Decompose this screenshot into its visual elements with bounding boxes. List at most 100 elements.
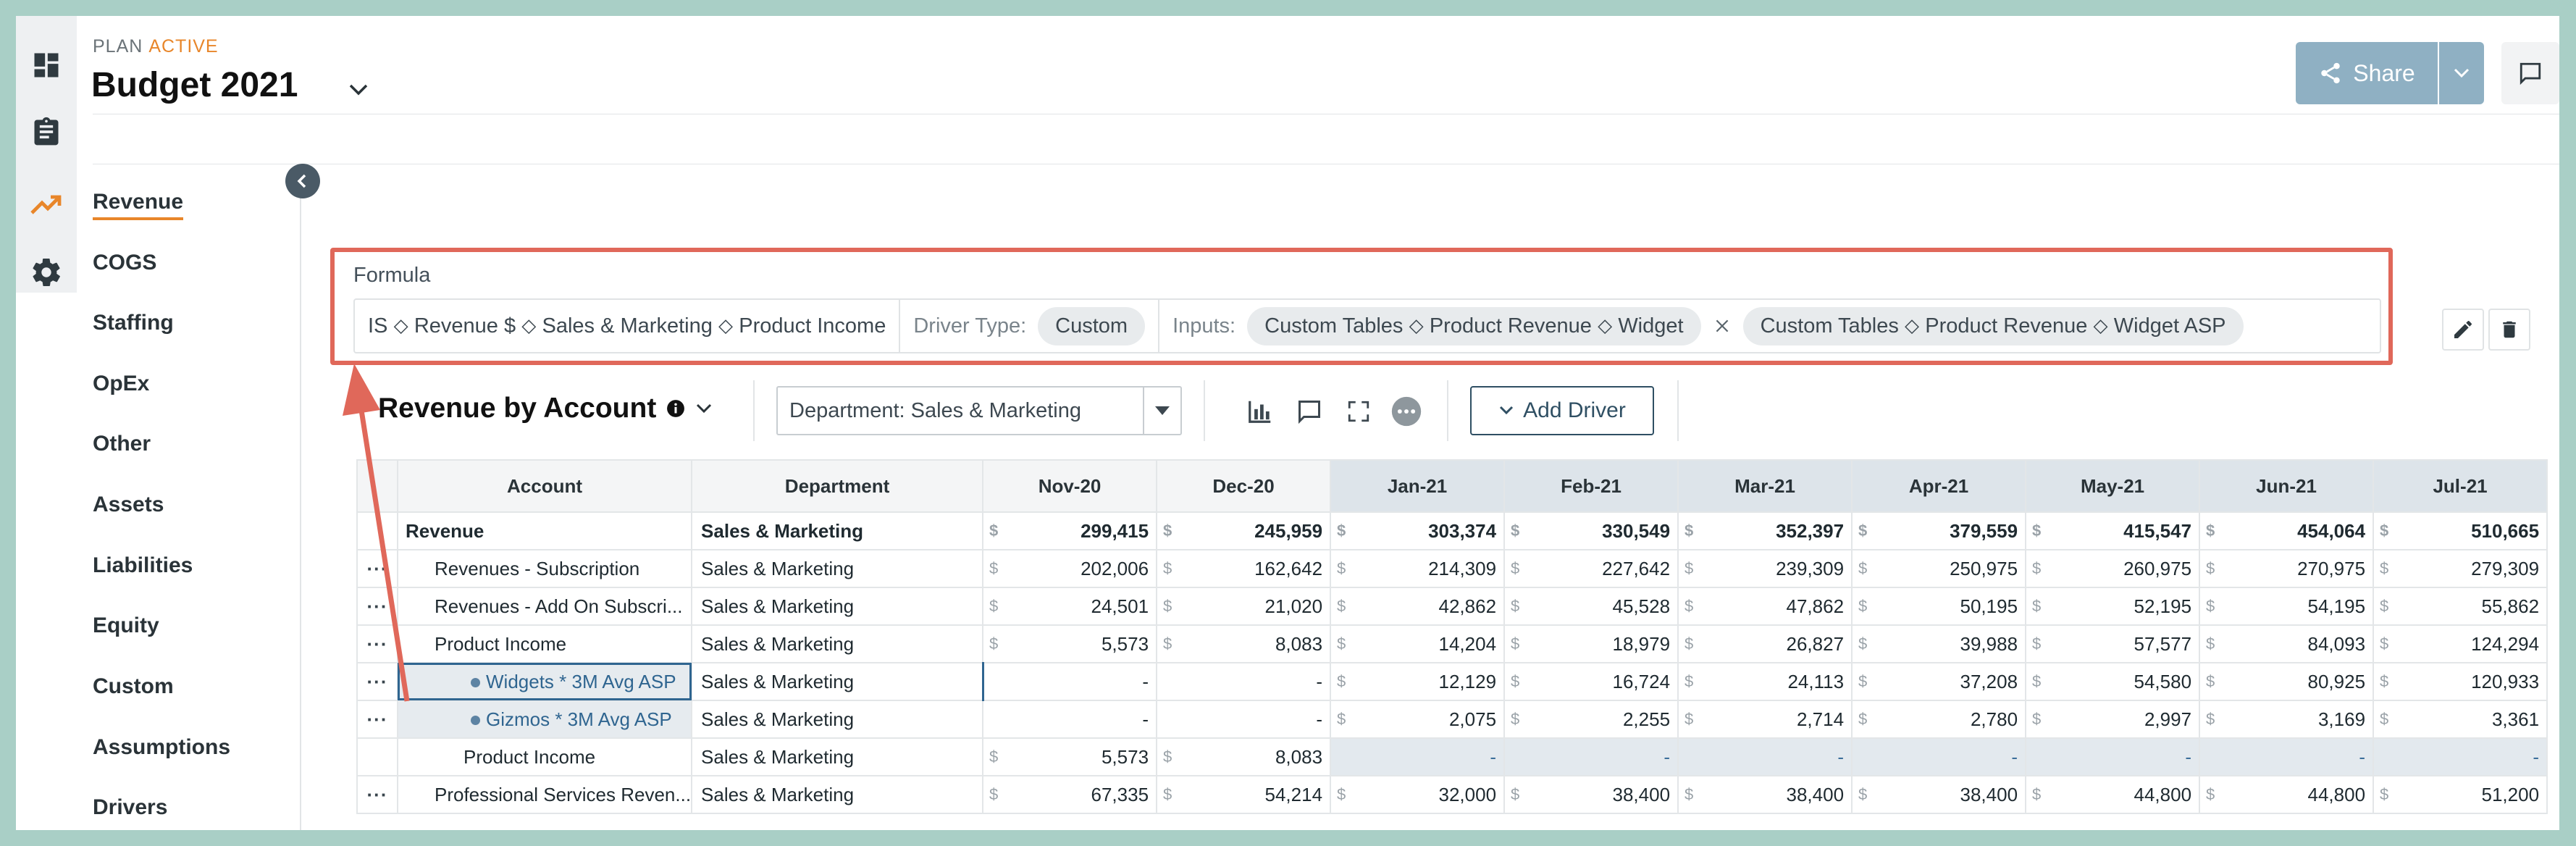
- driver-type-pill[interactable]: Custom: [1038, 306, 1146, 345]
- value-cell[interactable]: $260,975: [2025, 549, 2201, 588]
- value-cell[interactable]: $379,559: [1851, 511, 2027, 550]
- table-row[interactable]: ··· Revenues - Subscription Sales & Market…: [356, 549, 2548, 588]
- row-menu-button[interactable]: ···: [356, 700, 398, 739]
- value-cell[interactable]: $330,549: [1503, 511, 1679, 550]
- department-cell[interactable]: Sales & Marketing: [691, 587, 984, 626]
- account-cell[interactable]: Revenues - Subscription: [396, 549, 693, 588]
- sidebar-item-assumptions[interactable]: Assumptions: [93, 735, 231, 759]
- value-cell[interactable]: $270,975: [2199, 549, 2375, 588]
- value-cell[interactable]: $54,580: [2025, 662, 2201, 701]
- table-row[interactable]: ··· Product Income Sales & Marketing $5,573…: [356, 624, 2548, 663]
- chevron-down-icon[interactable]: [695, 403, 713, 414]
- value-cell[interactable]: $50,195: [1851, 587, 2027, 626]
- value-cell[interactable]: $227,642: [1503, 549, 1679, 588]
- value-cell[interactable]: $2,997: [2025, 700, 2201, 739]
- department-cell[interactable]: Sales & Marketing: [691, 662, 984, 701]
- department-cell[interactable]: Sales & Marketing: [691, 624, 984, 663]
- account-cell[interactable]: Professional Services Reven...: [396, 775, 693, 814]
- sidebar-item-other[interactable]: Other: [93, 432, 151, 456]
- column-header[interactable]: May-21: [2025, 459, 2201, 513]
- value-cell[interactable]: -: [1503, 737, 1679, 776]
- table-row[interactable]: ··· Professional Services Reven... Sales &…: [356, 775, 2548, 814]
- formula-path-segment[interactable]: IS ⬦ Revenue $ ⬦ Sales & Marketing ⬦ Pro…: [355, 300, 901, 352]
- column-header[interactable]: Apr-21: [1851, 459, 2027, 513]
- value-cell[interactable]: $202,006: [982, 549, 1158, 588]
- gear-icon[interactable]: [26, 252, 67, 293]
- department-cell[interactable]: Sales & Marketing: [691, 511, 984, 550]
- value-cell[interactable]: $250,975: [1851, 549, 2027, 588]
- value-cell[interactable]: $39,988: [1851, 624, 2027, 663]
- value-cell[interactable]: $32,000: [1330, 775, 1506, 814]
- value-cell[interactable]: $3,169: [2199, 700, 2375, 739]
- dashboard-icon[interactable]: [26, 45, 67, 85]
- sidebar-item-revenue[interactable]: Revenue: [93, 190, 184, 220]
- value-cell[interactable]: $67,335: [982, 775, 1158, 814]
- row-menu-button[interactable]: ···: [356, 587, 398, 626]
- value-cell[interactable]: $16,724: [1503, 662, 1679, 701]
- input-pill-2[interactable]: Custom Tables ⬦ Product Revenue ⬦ Widget…: [1742, 306, 2244, 345]
- value-cell[interactable]: -: [1851, 737, 2027, 776]
- department-cell[interactable]: Sales & Marketing: [691, 549, 984, 588]
- department-cell[interactable]: Sales & Marketing: [691, 775, 984, 814]
- column-header[interactable]: Dec-20: [1156, 459, 1332, 513]
- row-menu-button[interactable]: ···: [356, 662, 398, 701]
- department-cell[interactable]: Sales & Marketing: [691, 700, 984, 739]
- value-cell[interactable]: $38,400: [1851, 775, 2027, 814]
- value-cell[interactable]: $5,573: [982, 737, 1158, 776]
- share-options-button[interactable]: [2439, 42, 2484, 104]
- value-cell[interactable]: $12,129: [1330, 662, 1506, 701]
- value-cell[interactable]: -: [982, 700, 1158, 739]
- value-cell[interactable]: $352,397: [1677, 511, 1853, 550]
- sidebar-item-custom[interactable]: Custom: [93, 674, 174, 698]
- value-cell[interactable]: $415,547: [2025, 511, 2201, 550]
- table-row[interactable]: ··· Revenues - Add On Subscri... Sales & M…: [356, 587, 2548, 626]
- chevron-down-icon[interactable]: [348, 83, 369, 101]
- account-cell[interactable]: Gizmos * 3M Avg ASP: [396, 700, 693, 739]
- sidebar-item-liabilities[interactable]: Liabilities: [93, 553, 193, 577]
- account-cell[interactable]: Revenues - Add On Subscri...: [396, 587, 693, 626]
- value-cell[interactable]: -: [1330, 737, 1506, 776]
- value-cell[interactable]: $38,400: [1503, 775, 1679, 814]
- value-cell[interactable]: $26,827: [1677, 624, 1853, 663]
- value-cell[interactable]: -: [2372, 737, 2548, 776]
- value-cell[interactable]: $24,113: [1677, 662, 1853, 701]
- value-cell[interactable]: -: [1677, 737, 1853, 776]
- sheet-title[interactable]: Revenue by Account: [378, 393, 713, 424]
- value-cell[interactable]: $2,075: [1330, 700, 1506, 739]
- row-menu-button[interactable]: ···: [356, 549, 398, 588]
- column-header[interactable]: Jun-21: [2199, 459, 2375, 513]
- comment-icon[interactable]: [1292, 394, 1327, 429]
- department-cell[interactable]: Sales & Marketing: [691, 737, 984, 776]
- trending-up-icon[interactable]: [26, 184, 67, 225]
- edit-formula-button[interactable]: [2442, 309, 2484, 351]
- formula-bar[interactable]: IS ⬦ Revenue $ ⬦ Sales & Marketing ⬦ Pro…: [353, 298, 2381, 353]
- value-cell[interactable]: $84,093: [2199, 624, 2375, 663]
- sidebar-item-staffing[interactable]: Staffing: [93, 311, 174, 335]
- value-cell[interactable]: $55,862: [2372, 587, 2548, 626]
- column-header[interactable]: Jan-21: [1330, 459, 1506, 513]
- fullscreen-icon[interactable]: [1341, 394, 1376, 429]
- column-header[interactable]: Feb-21: [1503, 459, 1679, 513]
- column-header[interactable]: Department: [691, 459, 984, 513]
- value-cell[interactable]: $299,415: [982, 511, 1158, 550]
- value-cell[interactable]: $24,501: [982, 587, 1158, 626]
- value-cell[interactable]: $38,400: [1677, 775, 1853, 814]
- value-cell[interactable]: $14,204: [1330, 624, 1506, 663]
- share-button[interactable]: Share: [2296, 42, 2438, 104]
- value-cell[interactable]: -: [2199, 737, 2375, 776]
- column-header[interactable]: Nov-20: [982, 459, 1158, 513]
- value-cell[interactable]: -: [1156, 662, 1332, 701]
- row-menu-button[interactable]: ···: [356, 775, 398, 814]
- value-cell[interactable]: $21,020: [1156, 587, 1332, 626]
- sidebar-item-assets[interactable]: Assets: [93, 493, 164, 516]
- value-cell[interactable]: -: [1156, 700, 1332, 739]
- bar-chart-icon[interactable]: [1243, 394, 1277, 429]
- value-cell[interactable]: $279,309: [2372, 549, 2548, 588]
- column-header[interactable]: Mar-21: [1677, 459, 1853, 513]
- value-cell[interactable]: $8,083: [1156, 624, 1332, 663]
- value-cell[interactable]: $42,862: [1330, 587, 1506, 626]
- value-cell[interactable]: $162,642: [1156, 549, 1332, 588]
- value-cell[interactable]: $5,573: [982, 624, 1158, 663]
- value-cell[interactable]: $80,925: [2199, 662, 2375, 701]
- value-cell[interactable]: $51,200: [2372, 775, 2548, 814]
